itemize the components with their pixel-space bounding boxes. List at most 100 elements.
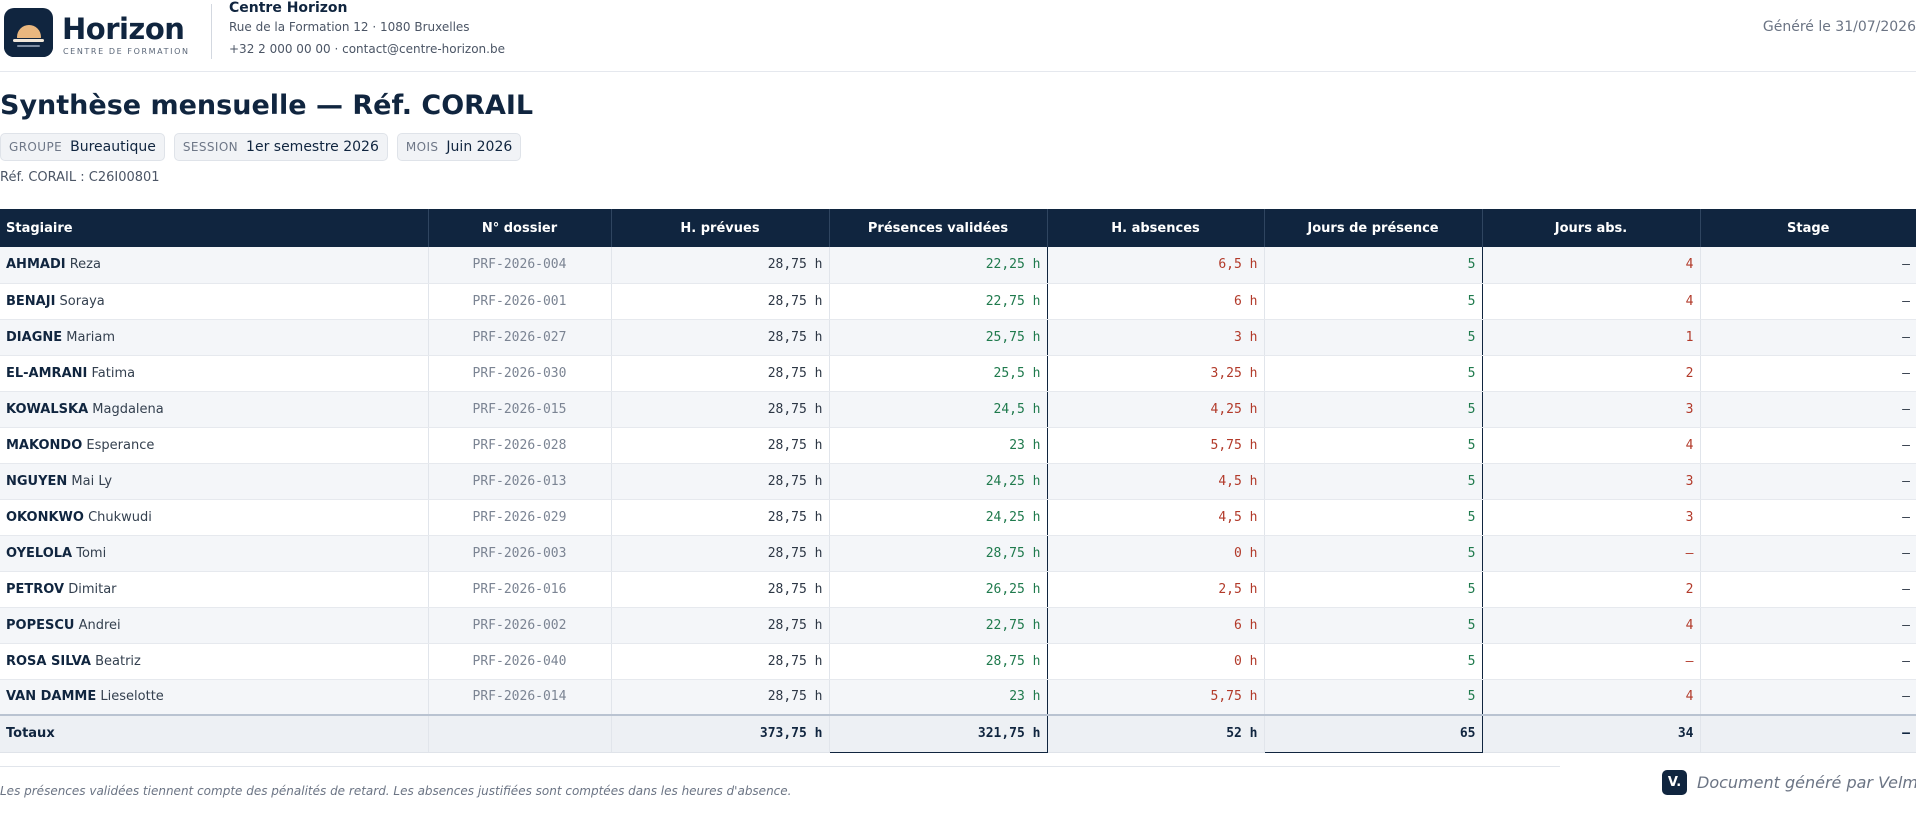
table-row: MAKONDO Esperance PRF-2026-028 28,75 h 23 h… [0, 427, 1916, 464]
hours-absent: 5,75 h [1047, 679, 1265, 716]
trainee-last-name: POPESCU [6, 617, 75, 633]
hours-absent: 5,75 h [1047, 427, 1265, 464]
days-present: 5 [1263, 247, 1483, 284]
org-name: Centre Horizon [229, 0, 348, 16]
hours-absent: 3 h [1047, 319, 1265, 356]
totals-absences: 52 h [1047, 714, 1265, 753]
table-row: OKONKWO Chukwudi PRF-2026-029 28,75 h 24,25… [0, 499, 1916, 536]
hours-validated: 22,25 h [828, 247, 1048, 284]
trainee-last-name: VAN DAMME [6, 689, 97, 705]
trainee-first-name: Beatriz [95, 653, 141, 669]
trainee-name: DIAGNE Mariam [0, 319, 429, 356]
trainee-first-name: Lieselotte [100, 689, 164, 705]
days-present: 5 [1263, 355, 1483, 392]
trainee-name: PETROV Dimitar [0, 571, 429, 608]
trainee-last-name: AHMADI [6, 257, 66, 273]
table-row: EL-AMRANI Fatima PRF-2026-030 28,75 h 25,5 … [0, 355, 1916, 392]
dossier-number: PRF-2026-028 [428, 427, 612, 464]
internship: – [1700, 391, 1916, 428]
chip-label: GROUPE [9, 140, 63, 154]
trainee-first-name: Magdalena [92, 401, 164, 417]
trainee-first-name: Dimitar [68, 581, 117, 597]
trainee-name: NGUYEN Mai Ly [0, 463, 429, 500]
days-present: 5 [1263, 283, 1483, 320]
internship: – [1700, 319, 1916, 356]
totals-label: Totaux [0, 714, 429, 753]
trainee-first-name: Tomi [76, 545, 107, 561]
trainee-last-name: EL-AMRANI [6, 365, 88, 381]
internship: – [1700, 679, 1916, 716]
hours-validated: 28,75 h [828, 535, 1048, 572]
hours-validated: 23 h [828, 679, 1048, 716]
column-header: H. prévues [611, 209, 830, 247]
table-row: AHMADI Reza PRF-2026-004 28,75 h 22,25 h 6,5… [0, 247, 1916, 284]
hours-planned: 28,75 h [611, 499, 830, 536]
hours-validated: 22,75 h [828, 607, 1048, 644]
hours-planned: 28,75 h [611, 247, 830, 284]
chip-groupe: GROUPE Bureautique [0, 133, 165, 161]
hours-absent: 2,5 h [1047, 571, 1265, 608]
velmo-generated-by: Document généré par Velmo [1697, 773, 1916, 792]
trainee-name: OYELOLA Tomi [0, 535, 429, 572]
dossier-number: PRF-2026-013 [428, 463, 612, 500]
hours-planned: 28,75 h [611, 535, 830, 572]
document-header: Horizon CENTRE DE FORMATION Centre Horiz… [0, 0, 1916, 72]
internship: – [1700, 427, 1916, 464]
trainee-first-name: Chukwudi [88, 509, 152, 525]
hours-validated: 24,25 h [828, 499, 1048, 536]
hours-planned: 28,75 h [611, 355, 830, 392]
chip-mois: MOIS Juin 2026 [396, 133, 522, 161]
days-absent: – [1482, 535, 1701, 572]
hours-validated: 25,5 h [828, 355, 1048, 392]
footer-divider [0, 766, 1560, 767]
days-absent: 4 [1482, 247, 1701, 284]
header-divider [211, 4, 212, 59]
velmo-branding: V. Document généré par Velmo [1662, 770, 1916, 795]
org-contact: +32 2 000 00 00 · contact@centre-horizon… [229, 42, 505, 56]
table-header-row: Stagiaire N° dossier H. prévues Présence… [0, 209, 1916, 247]
dossier-number: PRF-2026-027 [428, 319, 612, 356]
trainee-name: AHMADI Reza [0, 247, 429, 284]
trainee-first-name: Fatima [91, 365, 136, 381]
corail-reference: Réf. CORAIL : C26I00801 [0, 170, 160, 185]
trainee-first-name: Soraya [59, 293, 105, 309]
days-present: 5 [1263, 571, 1483, 608]
trainee-last-name: OYELOLA [6, 545, 73, 561]
totals-row: Totaux 373,75 h 321,75 h 52 h 65 34 – [0, 714, 1916, 753]
trainee-name: BENAJI Soraya [0, 283, 429, 320]
brand-subtitle: CENTRE DE FORMATION [63, 47, 190, 56]
dossier-number: PRF-2026-029 [428, 499, 612, 536]
days-absent: 3 [1482, 499, 1701, 536]
footer-note: Les présences validées tiennent compte d… [0, 784, 792, 798]
org-address: Rue de la Formation 12 · 1080 Bruxelles [229, 20, 470, 34]
dossier-number: PRF-2026-015 [428, 391, 612, 428]
days-absent: 2 [1482, 571, 1701, 608]
column-header: Jours de présence [1264, 209, 1483, 247]
chip-value: 1er semestre 2026 [246, 139, 379, 155]
hours-planned: 28,75 h [611, 571, 830, 608]
page-title: Synthèse mensuelle — Réf. CORAIL [0, 90, 534, 121]
hours-absent: 4,5 h [1047, 463, 1265, 500]
column-header: Stage [1700, 209, 1916, 247]
days-present: 5 [1263, 499, 1483, 536]
hours-validated: 23 h [828, 427, 1048, 464]
column-header: N° dossier [428, 209, 612, 247]
trainee-first-name: Reza [69, 257, 101, 273]
hours-absent: 6 h [1047, 607, 1265, 644]
days-absent: 4 [1482, 679, 1701, 716]
trainee-name: VAN DAMME Lieselotte [0, 679, 429, 716]
dossier-number: PRF-2026-030 [428, 355, 612, 392]
totals-cell-empty [428, 714, 612, 753]
days-present: 5 [1263, 319, 1483, 356]
dossier-number: PRF-2026-001 [428, 283, 612, 320]
trainee-last-name: BENAJI [6, 293, 56, 309]
hours-absent: 6 h [1047, 283, 1265, 320]
hours-planned: 28,75 h [611, 463, 830, 500]
internship: – [1700, 499, 1916, 536]
chip-session: SESSION 1er semestre 2026 [173, 133, 388, 161]
hours-validated: 26,25 h [828, 571, 1048, 608]
table-row: PETROV Dimitar PRF-2026-016 28,75 h 26,25 h… [0, 571, 1916, 608]
trainee-name: MAKONDO Esperance [0, 427, 429, 464]
